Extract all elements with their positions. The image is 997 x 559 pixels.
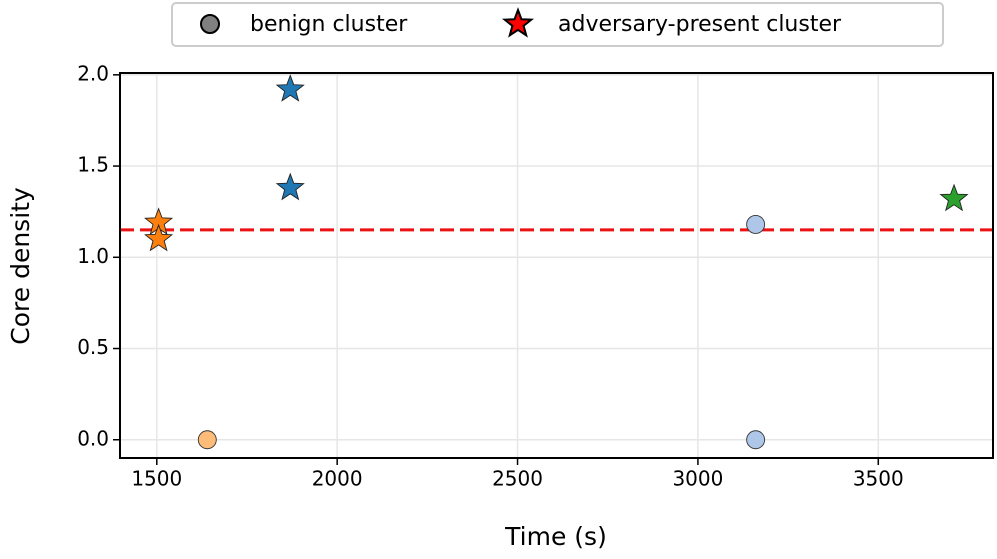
y-tick-label: 0.0 (77, 426, 109, 450)
x-tick-label: 1500 (131, 467, 182, 491)
y-axis-label: Core density (6, 187, 35, 345)
legend-box (171, 2, 944, 47)
x-axis-label: Time (s) (504, 522, 607, 551)
x-tick-label: 3000 (672, 467, 723, 491)
legend-label: adversary-present cluster (558, 12, 842, 37)
y-tick-label: 1.5 (77, 153, 109, 177)
circle-point (746, 430, 766, 450)
plot-frame (119, 72, 994, 459)
y-tick-label: 0.5 (77, 335, 109, 359)
x-tick-label: 2500 (492, 467, 543, 491)
y-tick-label: 2.0 (77, 61, 109, 85)
x-tick-label: 2000 (312, 467, 363, 491)
legend: benign cluster adversary-present cluster (171, 2, 944, 47)
circle-point (746, 214, 766, 234)
circle-point (197, 430, 217, 450)
star-point (144, 223, 174, 252)
star-point (939, 183, 969, 212)
star-point (501, 7, 535, 38)
circle-point (200, 14, 220, 34)
x-tick-label: 3500 (853, 467, 904, 491)
star-point (275, 74, 305, 102)
legend-label: benign cluster (250, 12, 408, 37)
star-point (275, 172, 305, 201)
y-tick-label: 1.0 (77, 244, 109, 268)
